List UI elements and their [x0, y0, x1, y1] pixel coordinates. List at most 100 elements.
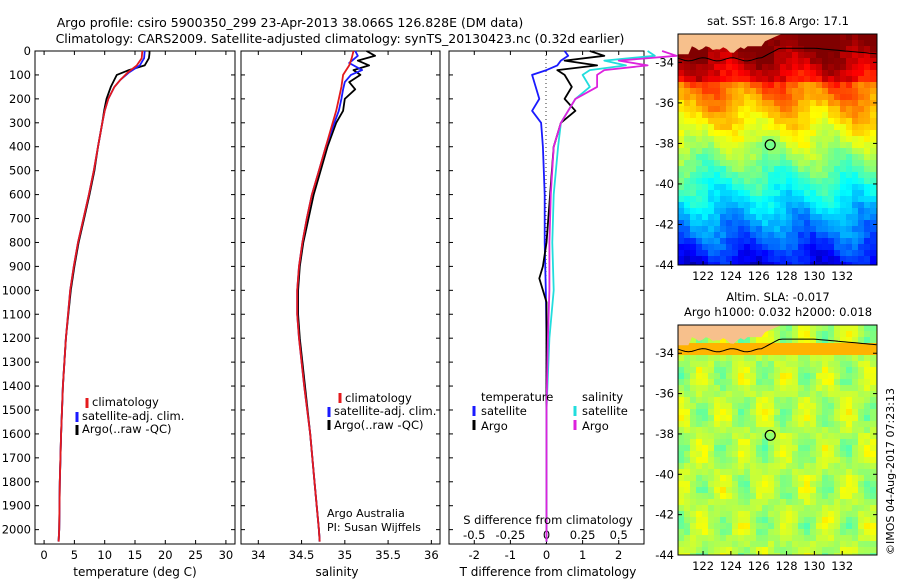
heatmap-cell — [744, 379, 751, 386]
heatmap-cell — [846, 262, 853, 265]
legend-label-climatology: climatology — [92, 395, 159, 409]
heatmap-cell — [720, 88, 727, 95]
heatmap-cell — [846, 160, 853, 167]
heatmap-cell — [732, 451, 739, 458]
heatmap-cell — [702, 142, 709, 149]
heatmap-cell — [810, 433, 817, 440]
heatmap-cell — [804, 517, 811, 524]
heatmap-cell — [864, 505, 871, 512]
heatmap-cell — [708, 88, 715, 95]
heatmap-cell — [684, 445, 691, 452]
heatmap-cell — [744, 553, 751, 555]
heatmap-cell — [744, 250, 751, 257]
heatmap-cell — [834, 202, 841, 209]
heatmap-cell — [810, 100, 817, 107]
x-tick-label: 0 — [543, 548, 550, 562]
heatmap-cell — [708, 421, 715, 428]
heatmap-cell — [780, 463, 787, 470]
heatmap-cell — [828, 94, 835, 101]
heatmap-cell — [864, 481, 871, 488]
heatmap-cell — [786, 244, 793, 251]
heatmap-cell — [696, 361, 703, 368]
heatmap-cell — [738, 517, 745, 524]
heatmap-cell — [792, 82, 799, 89]
heatmap-cell — [840, 379, 847, 386]
heatmap-cell — [780, 475, 787, 482]
heatmap-cell — [690, 349, 697, 356]
heatmap-cell — [846, 421, 853, 428]
heatmap-cell — [696, 415, 703, 422]
heatmap-cell — [792, 250, 799, 257]
heatmap-cell — [762, 154, 769, 161]
heatmap-cell — [678, 202, 685, 209]
heatmap-cell — [780, 337, 787, 344]
heatmap-cell — [816, 142, 823, 149]
heatmap-cell — [780, 172, 787, 179]
heatmap-cell — [852, 475, 859, 482]
heatmap-cell — [810, 52, 817, 59]
heatmap-cell — [834, 493, 841, 500]
heatmap-cell — [840, 124, 847, 131]
heatmap-cell — [708, 385, 715, 392]
heatmap-cell — [792, 226, 799, 233]
heatmap-cell — [852, 445, 859, 452]
heatmap-cell — [738, 361, 745, 368]
salinity-axes-frame — [240, 50, 441, 545]
heatmap-cell — [852, 250, 859, 257]
heatmap-cell — [732, 118, 739, 125]
heatmap-cell — [852, 439, 859, 446]
heatmap-cell — [816, 34, 823, 41]
heatmap-cell — [780, 439, 787, 446]
heatmap-cell — [858, 355, 865, 362]
heatmap-cell — [810, 373, 817, 380]
heatmap-cell — [714, 385, 721, 392]
heatmap-cell — [744, 367, 751, 374]
s-tick-label: 0.5 — [610, 528, 628, 542]
heatmap-cell — [822, 166, 829, 173]
heatmap-cell — [792, 64, 799, 71]
heatmap-cell — [738, 250, 745, 257]
heatmap-cell — [810, 40, 817, 47]
heatmap-cell — [678, 385, 685, 392]
heatmap-cell — [834, 487, 841, 494]
heatmap-cell — [738, 523, 745, 530]
heatmap-cell — [846, 391, 853, 398]
heatmap-cell — [732, 250, 739, 257]
heatmap-cell — [756, 46, 763, 53]
heatmap-cell — [798, 337, 805, 344]
heatmap-cell — [768, 457, 775, 464]
heatmap-cell — [762, 349, 769, 356]
heatmap-cell — [864, 136, 871, 143]
heatmap-cell — [684, 535, 691, 542]
heatmap-cell — [714, 76, 721, 83]
heatmap-cell — [738, 427, 745, 434]
heatmap-cell — [816, 541, 823, 548]
heatmap-cell — [840, 385, 847, 392]
heatmap-cell — [786, 160, 793, 167]
heatmap-cell — [798, 64, 805, 71]
heatmap-cell — [696, 82, 703, 89]
heatmap-cell — [726, 547, 733, 554]
heatmap-cell — [678, 367, 685, 374]
heatmap-cell — [702, 403, 709, 410]
heatmap-cell — [822, 142, 829, 149]
heatmap-cell — [702, 505, 709, 512]
heatmap-cell — [828, 82, 835, 89]
heatmap-cell — [684, 208, 691, 215]
heatmap-cell — [768, 214, 775, 221]
heatmap-cell — [750, 427, 757, 434]
heatmap-cell — [852, 553, 859, 555]
heatmap-cell — [738, 208, 745, 215]
heatmap-cell — [828, 325, 835, 332]
heatmap-cell — [708, 46, 715, 53]
heatmap-cell — [768, 70, 775, 77]
heatmap-cell — [756, 202, 763, 209]
heatmap-cell — [750, 379, 757, 386]
heatmap-cell — [774, 172, 781, 179]
heatmap-cell — [846, 355, 853, 362]
heatmap-cell — [762, 331, 769, 338]
heatmap-cell — [738, 160, 745, 167]
heatmap-cell — [762, 529, 769, 536]
heatmap-cell — [774, 256, 781, 263]
heatmap-cell — [768, 82, 775, 89]
